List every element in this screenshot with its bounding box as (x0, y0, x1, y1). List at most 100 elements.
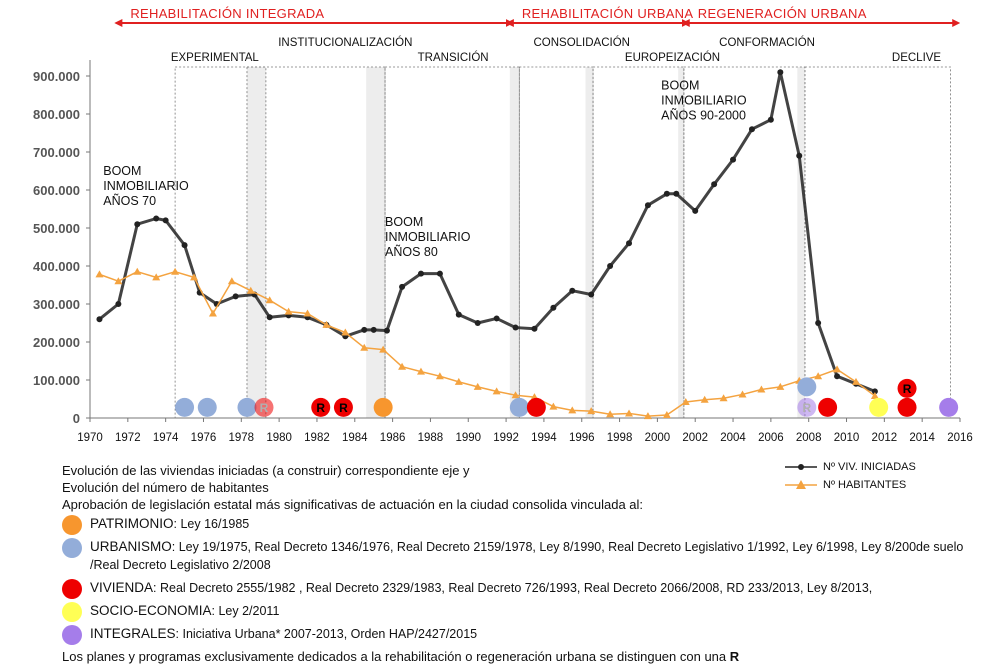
legislation-marker-3 (254, 397, 274, 417)
x-tick-label-22: 2014 (909, 432, 935, 444)
population-point-17 (416, 367, 425, 375)
x-tick-label-20: 2010 (834, 432, 860, 444)
annotation-1-line-0: BOOM (385, 215, 423, 229)
population-point-30 (662, 410, 671, 418)
y-tick-label-2: 200.000 (33, 335, 80, 350)
annotation-0-line-2: AÑOS 70 (103, 194, 156, 208)
legislation-marker-14 (897, 397, 917, 417)
population-point-5 (190, 273, 199, 281)
legislation-marker-7 (509, 397, 529, 417)
population-point-25 (568, 406, 577, 414)
housing-point-3 (153, 215, 160, 222)
population-point-4 (171, 267, 180, 275)
housing-point-34 (692, 207, 699, 214)
legislation-marker-11 (818, 397, 838, 417)
population-point-36 (776, 382, 785, 390)
urbanismo-laws: : Ley 19/1975, Real Decreto 1346/1976, R… (90, 540, 964, 572)
period-box-4 (592, 66, 685, 419)
period-box-3 (518, 66, 594, 419)
population-point-15 (379, 345, 388, 353)
legislation-marker-4 (311, 397, 331, 417)
population-point-16 (398, 362, 407, 370)
x-tick-label-15: 2000 (645, 432, 671, 444)
series-legend-housing: Nº VIV. INICIADAS (783, 458, 916, 476)
shaded-band-5 (797, 67, 805, 418)
population-point-13 (341, 328, 350, 336)
population-point-8 (246, 286, 255, 294)
housing-point-24 (512, 324, 519, 331)
period-label-4: EUROPEIZACIÓN (625, 51, 720, 64)
vivienda-name: VIVIENDA (90, 580, 154, 595)
legend-line-legislation: Aprobación de legislación estatal más si… (62, 497, 644, 512)
integrales-name: INTEGRALES (90, 626, 176, 641)
shaded-band-2 (509, 67, 520, 418)
x-tick-label-2: 1974 (153, 432, 179, 444)
housing-point-35 (711, 181, 718, 188)
phase-label-0: REHABILITACIÓN INTEGRADA (130, 6, 324, 21)
housing-point-33 (673, 190, 680, 197)
population-point-33 (719, 394, 728, 402)
legend-integrales: INTEGRALES: Iniciativa Urbana* 2007-2013… (62, 625, 982, 645)
legislation-marker-10 (797, 397, 817, 417)
population-point-29 (643, 412, 652, 420)
population-point-39 (833, 365, 842, 373)
housing-point-31 (644, 202, 651, 209)
period-label-6: DECLIVE (892, 52, 942, 64)
integrales-dot-icon (62, 625, 82, 645)
legislation-marker-13 (897, 378, 917, 398)
legend-line-population: Evolución del número de habitantes (62, 480, 269, 495)
housing-point-40 (796, 152, 803, 159)
annotation-1-line-2: AÑOS 80 (385, 245, 438, 259)
housing-point-5 (181, 242, 188, 249)
legislation-marker-1 (197, 397, 217, 417)
legislation-marker-label-13: R (903, 382, 912, 396)
y-tick-label-8: 800.000 (33, 107, 80, 122)
socio-dot-icon (62, 602, 82, 622)
x-tick-label-0: 1970 (77, 432, 103, 444)
housing-point-25 (531, 325, 538, 332)
legend-footer: Los planes y programas exclusivamente de… (62, 648, 982, 665)
legislation-marker-8 (526, 397, 546, 417)
x-tick-label-21: 2012 (872, 432, 898, 444)
phase-label-1: REHABILITACIÓN URBANA (522, 6, 694, 21)
x-tick-label-16: 2002 (682, 432, 708, 444)
legislation-marker-15 (939, 397, 959, 417)
housing-point-19 (417, 270, 424, 277)
shaded-band-0 (246, 67, 266, 418)
y-tick-label-3: 300.000 (33, 297, 80, 312)
population-point-22 (511, 391, 520, 399)
population-point-19 (454, 377, 463, 385)
x-tick-label-7: 1984 (342, 432, 368, 444)
y-tick-label-9: 900.000 (33, 69, 80, 84)
housing-point-16 (370, 326, 377, 333)
shaded-band-4 (678, 67, 684, 418)
housing-point-42 (834, 373, 841, 380)
period-label-1: INSTITUCIONALIZACIÓN (278, 36, 412, 49)
legislation-marker-label-10: R (802, 401, 811, 415)
phase-label-2: REGENERACIÓN URBANA (698, 6, 867, 21)
patrimonio-dot-icon (62, 515, 82, 535)
y-tick-label-4: 400.000 (33, 259, 80, 274)
housing-point-2 (134, 221, 141, 228)
x-tick-label-1: 1972 (115, 432, 141, 444)
housing-point-38 (767, 116, 774, 123)
legislation-legend: Evolución de las viviendas iniciadas (a … (62, 462, 982, 665)
legislation-marker-0 (175, 397, 195, 417)
x-tick-label-3: 1976 (191, 432, 217, 444)
x-tick-label-23: 2016 (947, 432, 973, 444)
housing-point-27 (569, 287, 576, 294)
population-line-swatch (785, 480, 817, 489)
patrimonio-laws: : Ley 16/1985 (173, 517, 250, 531)
series-line-0 (98, 70, 876, 393)
patrimonio-name: PATRIMONIO (90, 516, 174, 531)
legislation-marker-9 (797, 377, 817, 397)
shaded-band-1 (366, 67, 386, 418)
housing-point-44 (871, 388, 878, 395)
housing-population-chart: EXPERIMENTAL INSTITUCIONALIZACIÓN TRANSICI… (33, 6, 973, 444)
population-point-14 (360, 343, 369, 351)
y-tick-label-6: 600.000 (33, 183, 80, 198)
period-box-1 (246, 66, 386, 419)
x-tick-label-10: 1990 (455, 432, 481, 444)
series-legend-housing-label: Nº VIV. INICIADAS (823, 461, 916, 473)
population-point-41 (870, 391, 879, 399)
